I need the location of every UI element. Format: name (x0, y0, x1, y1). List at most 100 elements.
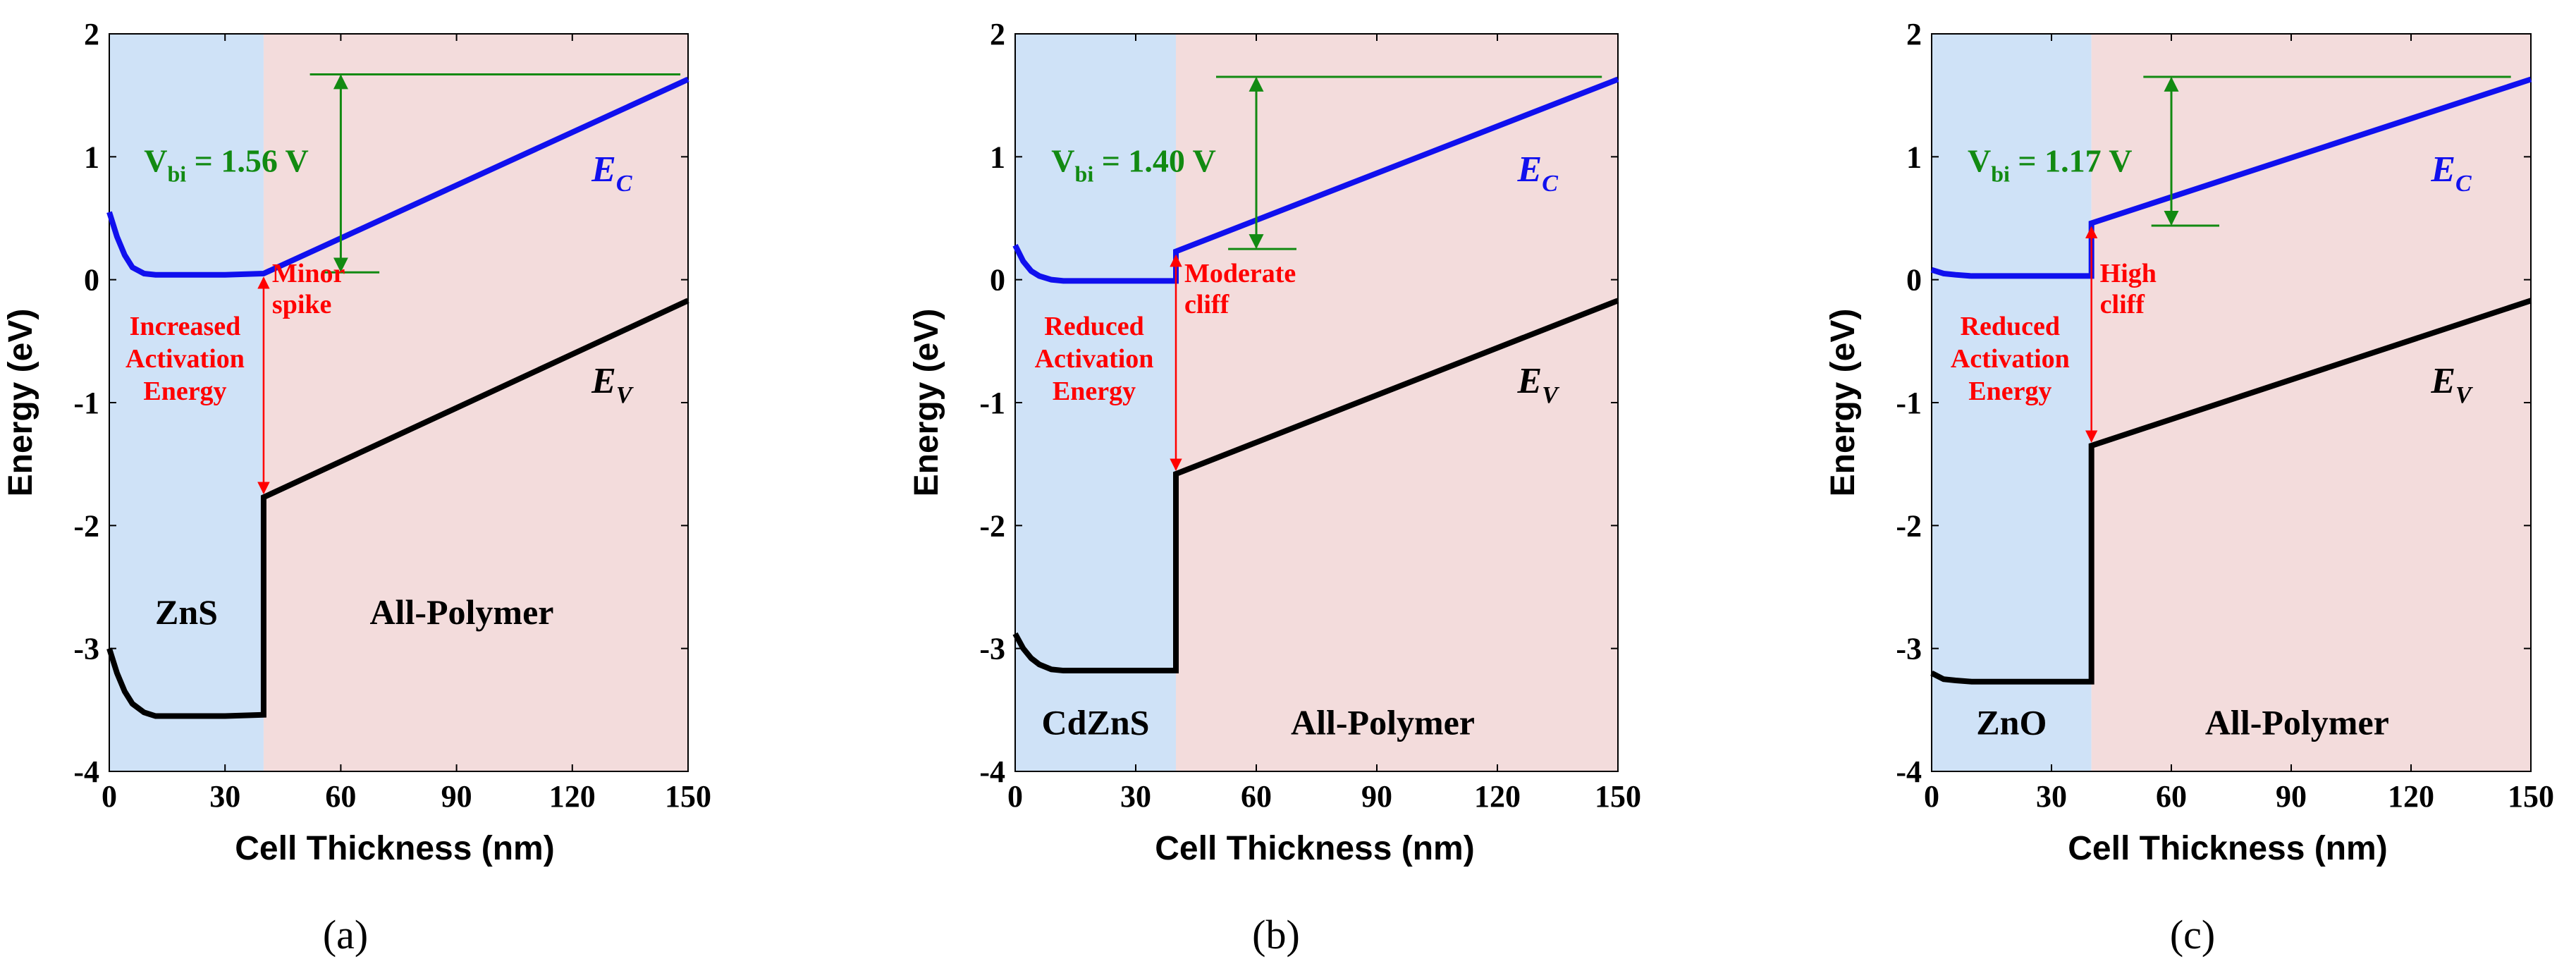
ec-subscript: C (1542, 171, 1558, 197)
panel-caption: (b) (1252, 912, 1300, 958)
valence-band-line (1012, 298, 1619, 674)
ec-symbol: E (1517, 149, 1542, 190)
x-tick-label: 60 (1241, 779, 1272, 814)
x-tick-label: 30 (2036, 779, 2067, 814)
left-region-label: ZnS (155, 592, 218, 632)
ec-label: EC (2430, 149, 2472, 197)
junction-note-line: cliff (2100, 290, 2146, 319)
ev-subscript: V (616, 382, 634, 408)
x-tick-label: 90 (2276, 779, 2307, 814)
x-tick-label: 0 (1007, 779, 1023, 814)
junction-note-line: Minor (272, 259, 345, 288)
y-tick-label: -3 (1896, 632, 1922, 666)
right-region-label: All-Polymer (2205, 703, 2389, 742)
vbi-label: Vbi = 1.56 V (144, 142, 309, 186)
ec-label: EC (1517, 149, 1559, 197)
x-axis-label: Cell Thickness (nm) (1155, 830, 1474, 867)
x-tick-label: 60 (2156, 779, 2187, 814)
y-tick-label: 0 (990, 263, 1005, 298)
y-tick-label: -4 (979, 754, 1005, 789)
activation-note-line: Energy (1053, 377, 1136, 406)
ev-label: EV (1517, 361, 1560, 408)
ev-subscript: V (2455, 382, 2473, 408)
y-tick-label: -4 (1896, 754, 1922, 789)
x-axis-label: Cell Thickness (nm) (235, 830, 554, 867)
chart-panel-3: 0 30 60 90 120 150 2 1 0 -1 -2 -3 -4 Cell Thickness (… (1824, 17, 2554, 958)
y-tick-label: -4 (73, 754, 99, 789)
y-tick-label: -1 (73, 386, 99, 420)
x-tick-label: 150 (2508, 779, 2554, 814)
junction-note-line: cliff (1184, 290, 1230, 319)
vbi-label: Vbi = 1.40 V (1051, 142, 1216, 186)
junction-note-line: Moderate (1184, 259, 1296, 288)
x-tick-label: 150 (1595, 779, 1641, 814)
chart-panel-2: 0 30 60 90 120 150 2 1 0 -1 -2 -3 -4 Cell Thickness (… (908, 17, 1641, 958)
junction-note-line: High (2100, 259, 2157, 288)
panel-caption: (c) (2170, 912, 2215, 958)
ev-subscript: V (1542, 382, 1559, 408)
x-tick-label: 90 (1361, 779, 1392, 814)
x-tick-label: 0 (102, 779, 117, 814)
y-tick-label: -2 (73, 508, 99, 543)
left-region-label: CdZnS (1042, 703, 1150, 742)
vbi-value: = 1.40 V (1093, 142, 1216, 178)
ev-symbol: E (2430, 361, 2455, 401)
right-region-label: All-Polymer (1291, 703, 1475, 742)
activation-note-line: Activation (1951, 344, 2070, 374)
x-tick-label: 120 (2388, 779, 2434, 814)
activation-note-line: Energy (143, 377, 226, 406)
ec-label: EC (591, 149, 632, 197)
valence-band-line (1930, 298, 2532, 685)
vbi-symbol: V (1968, 142, 1991, 178)
ev-label: EV (2430, 361, 2473, 408)
vbi-label: Vbi = 1.17 V (1968, 142, 2133, 186)
activation-note-line: Increased (130, 312, 241, 341)
vbi-value: = 1.17 V (2010, 142, 2133, 178)
x-tick-label: 90 (441, 779, 472, 814)
vbi-subscript: bi (1991, 161, 2010, 186)
valence-band-line (106, 298, 689, 719)
ev-label: EV (591, 361, 634, 408)
vbi-symbol: V (144, 142, 167, 178)
y-tick-label: -2 (1896, 508, 1922, 543)
y-tick-label: 1 (84, 140, 99, 174)
x-tick-label: 30 (1120, 779, 1151, 814)
ec-symbol: E (591, 149, 616, 190)
x-tick-label: 120 (1474, 779, 1521, 814)
panel-caption: (a) (323, 912, 368, 958)
y-tick-label: 1 (1906, 140, 1922, 174)
y-axis-label: Energy (eV) (2, 309, 39, 497)
x-tick-label: 120 (549, 779, 596, 814)
activation-note-line: Activation (1035, 344, 1154, 374)
ev-symbol: E (1517, 361, 1542, 401)
activation-note-line: Activation (125, 344, 245, 374)
y-tick-label: -3 (73, 632, 99, 666)
ec-symbol: E (2430, 149, 2455, 190)
y-tick-label: 0 (1906, 263, 1922, 298)
vbi-subscript: bi (167, 161, 186, 186)
x-axis-label: Cell Thickness (nm) (2068, 830, 2387, 867)
ec-subscript: C (2455, 171, 2472, 197)
y-axis-label: Energy (eV) (1824, 309, 1862, 497)
left-region-label: ZnO (1976, 703, 2047, 742)
ec-subscript: C (616, 171, 632, 197)
left-layer-region (109, 34, 264, 771)
y-tick-label: 2 (990, 17, 1005, 51)
activation-note-line: Energy (1968, 377, 2051, 406)
junction-note-line: spike (272, 290, 331, 319)
vbi-subscript: bi (1075, 161, 1094, 186)
y-tick-label: 2 (1906, 17, 1922, 51)
chart-panel-1: 0 30 60 90 120 150 2 1 0 -1 -2 -3 -4 Cell Thickness (… (2, 17, 711, 958)
right-region-label: All-Polymer (369, 592, 553, 632)
ev-symbol: E (591, 361, 616, 401)
y-tick-label: 2 (84, 17, 99, 51)
y-tick-label: -1 (979, 386, 1005, 420)
conduction-band-line (106, 76, 689, 278)
y-tick-label: 0 (84, 263, 99, 298)
y-tick-label: -2 (979, 508, 1005, 543)
y-tick-label: 1 (990, 140, 1005, 174)
activation-note-line: Reduced (1044, 312, 1143, 341)
left-layer-region (1932, 34, 2092, 771)
y-axis-label: Energy (eV) (908, 309, 945, 497)
left-layer-region (1015, 34, 1176, 771)
